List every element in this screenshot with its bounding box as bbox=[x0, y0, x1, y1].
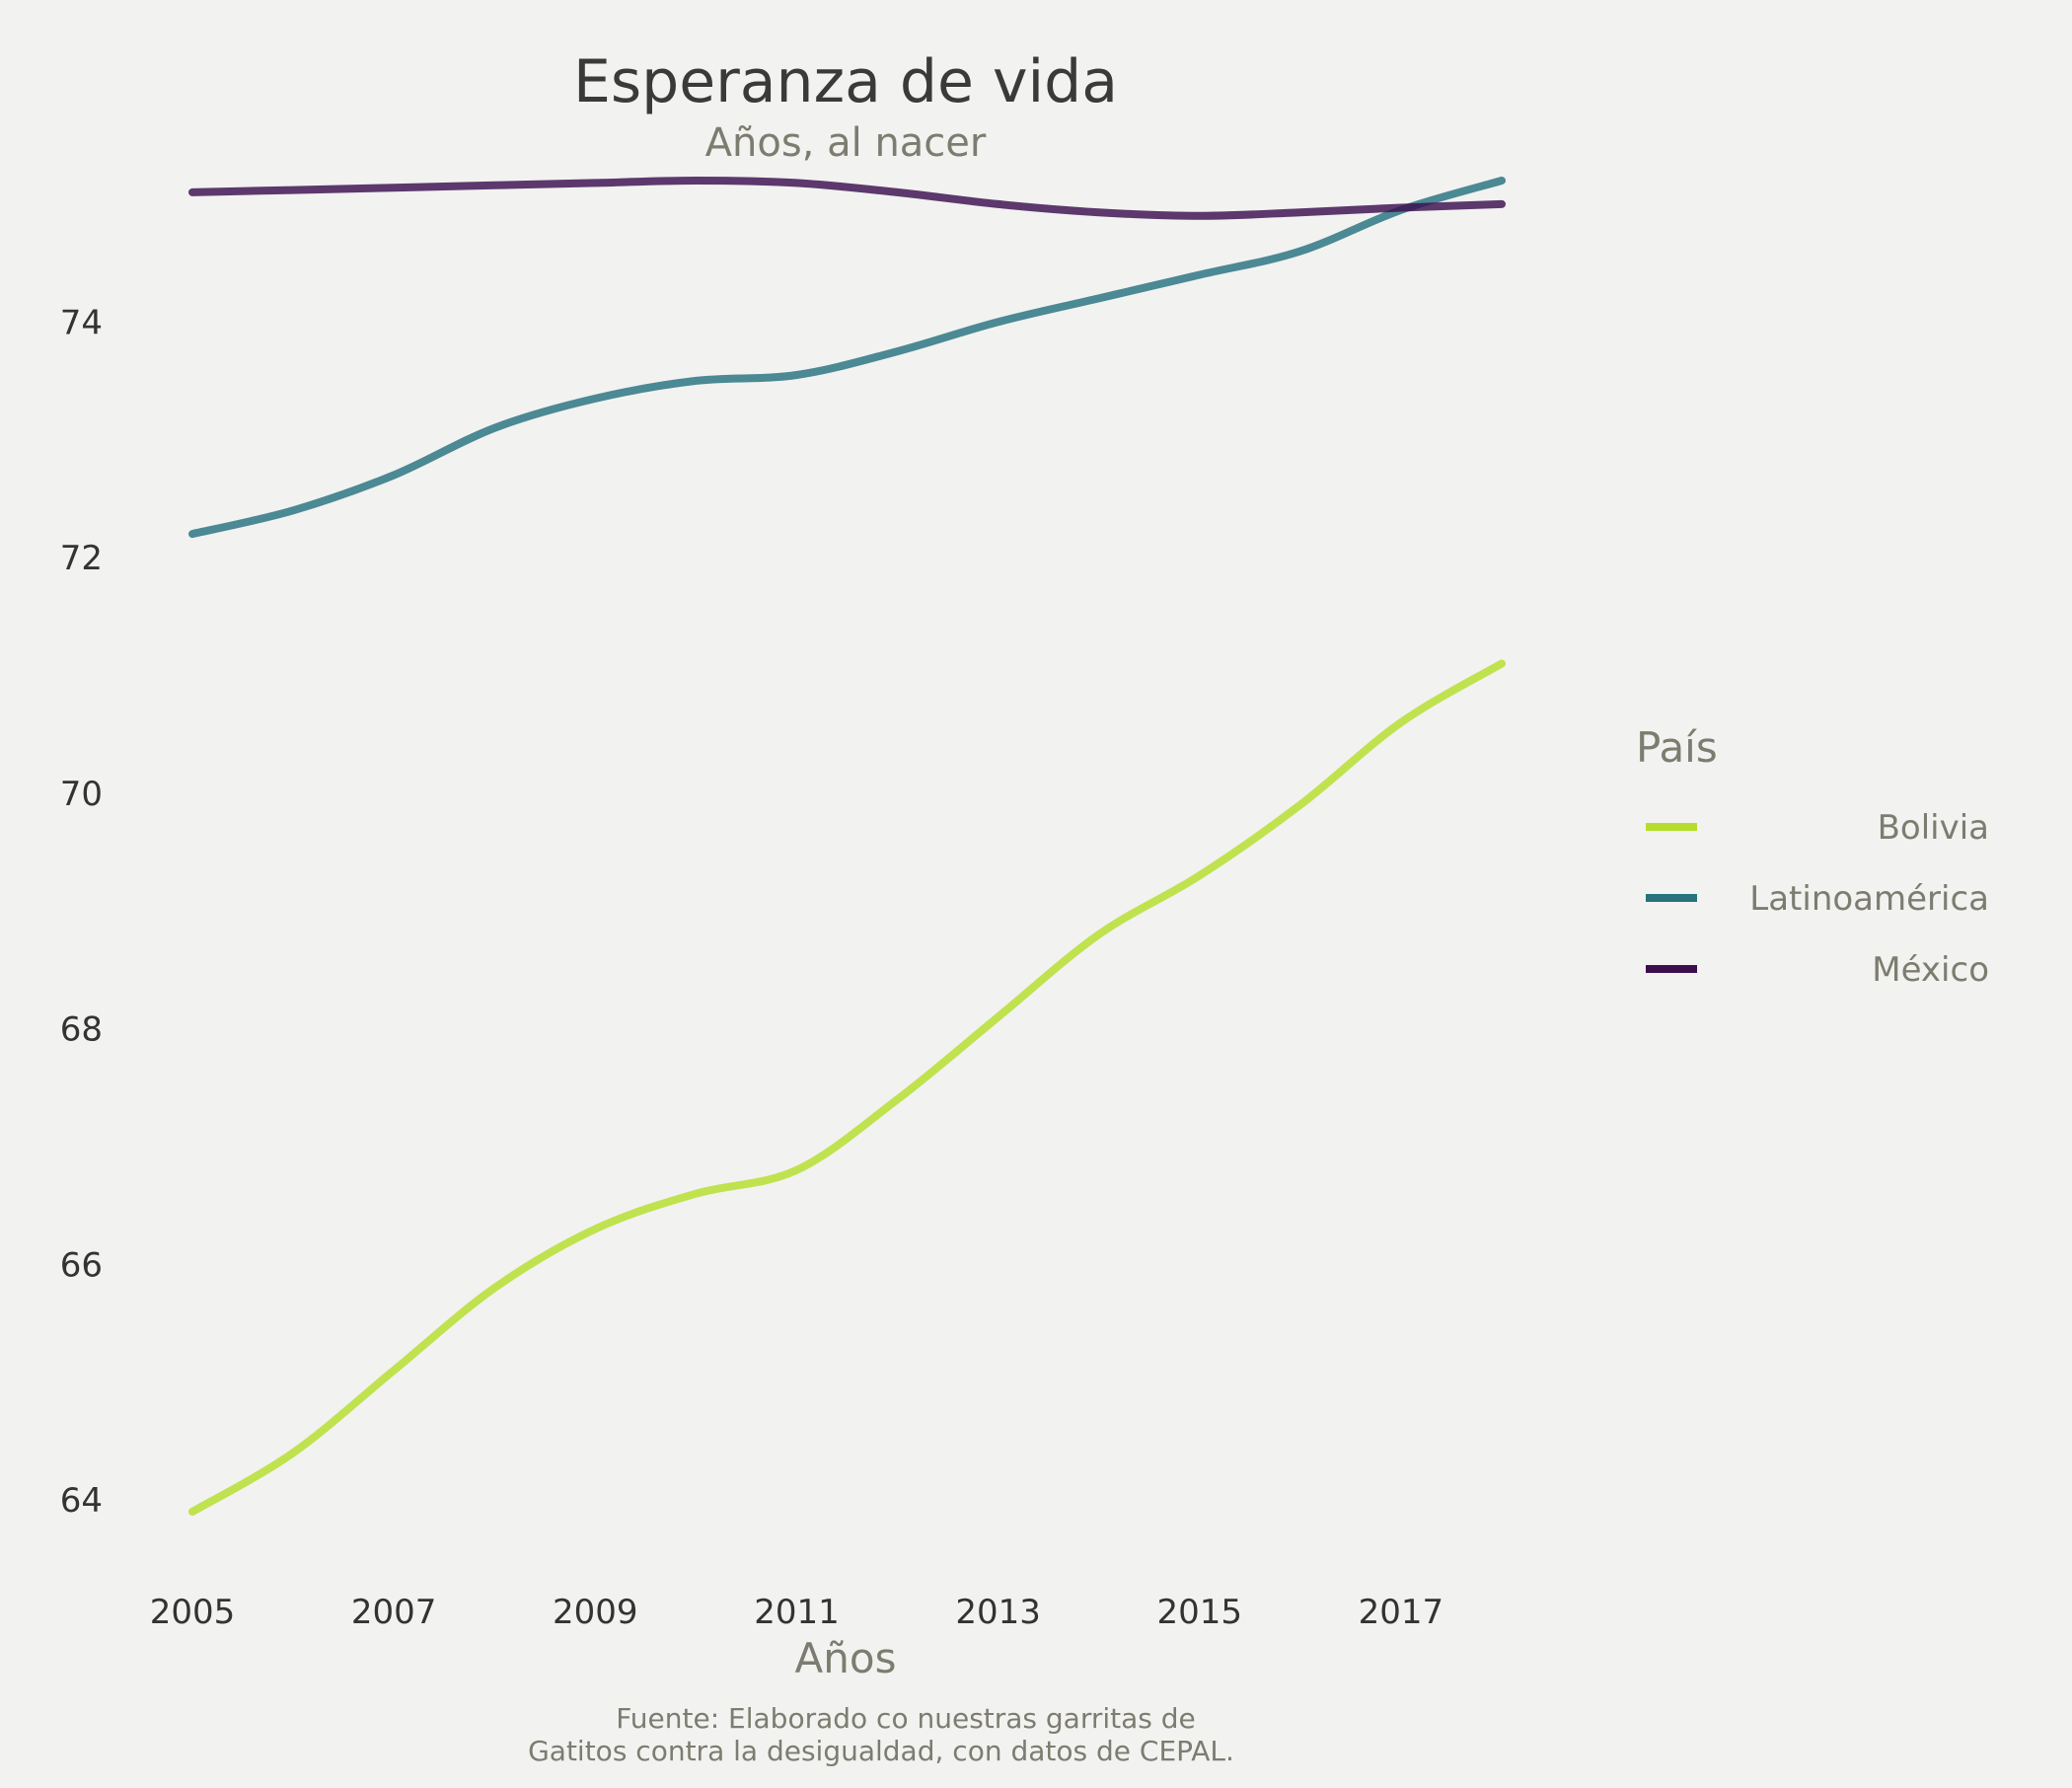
caption: Fuente: Elaborado co nuestras garritas d… bbox=[528, 1702, 1234, 1767]
y-tick-label: 66 bbox=[60, 1245, 103, 1285]
x-tick-label: 2013 bbox=[955, 1593, 1041, 1632]
x-tick-label: 2015 bbox=[1157, 1593, 1243, 1632]
series-line-bolivia bbox=[188, 659, 1506, 1516]
y-tick-label: 74 bbox=[60, 303, 103, 342]
chart-header: Esperanza de vida Años, al nacer bbox=[573, 47, 1118, 166]
x-tick-label: 2007 bbox=[351, 1593, 437, 1632]
caption-line-1: Fuente: Elaborado co nuestras garritas d… bbox=[616, 1702, 1196, 1735]
x-axis-title: Años bbox=[795, 1634, 897, 1682]
x-tick-label: 2009 bbox=[553, 1593, 638, 1632]
series-line-latinoamerica bbox=[188, 177, 1506, 539]
y-tick-label: 64 bbox=[60, 1481, 103, 1521]
y-tick-label: 72 bbox=[60, 539, 103, 578]
legend: País Bolivia Latinoamérica México bbox=[1636, 723, 1989, 990]
series-lines bbox=[188, 177, 1506, 1516]
legend-label-mexico: México bbox=[1872, 950, 1989, 990]
x-tick-label: 2017 bbox=[1359, 1593, 1444, 1632]
series-line-mexico bbox=[188, 177, 1506, 220]
caption-line-2: Gatitos contra la desigualdad, con datos… bbox=[528, 1735, 1234, 1767]
chart-title: Esperanza de vida bbox=[573, 47, 1118, 116]
chart-subtitle: Años, al nacer bbox=[705, 120, 987, 166]
legend-label-latinoamerica: Latinoamérica bbox=[1749, 879, 1989, 919]
legend-title: País bbox=[1636, 723, 1718, 772]
x-tick-label: 2005 bbox=[150, 1593, 236, 1632]
x-axis-ticks: 2005 2007 2009 2011 2013 2015 2017 bbox=[150, 1593, 1443, 1632]
y-tick-label: 68 bbox=[60, 1010, 103, 1050]
legend-label-bolivia: Bolivia bbox=[1878, 808, 1989, 848]
y-axis-ticks: 64 66 68 70 72 74 bbox=[60, 303, 103, 1521]
x-tick-label: 2011 bbox=[754, 1593, 840, 1632]
y-tick-label: 70 bbox=[60, 775, 103, 814]
